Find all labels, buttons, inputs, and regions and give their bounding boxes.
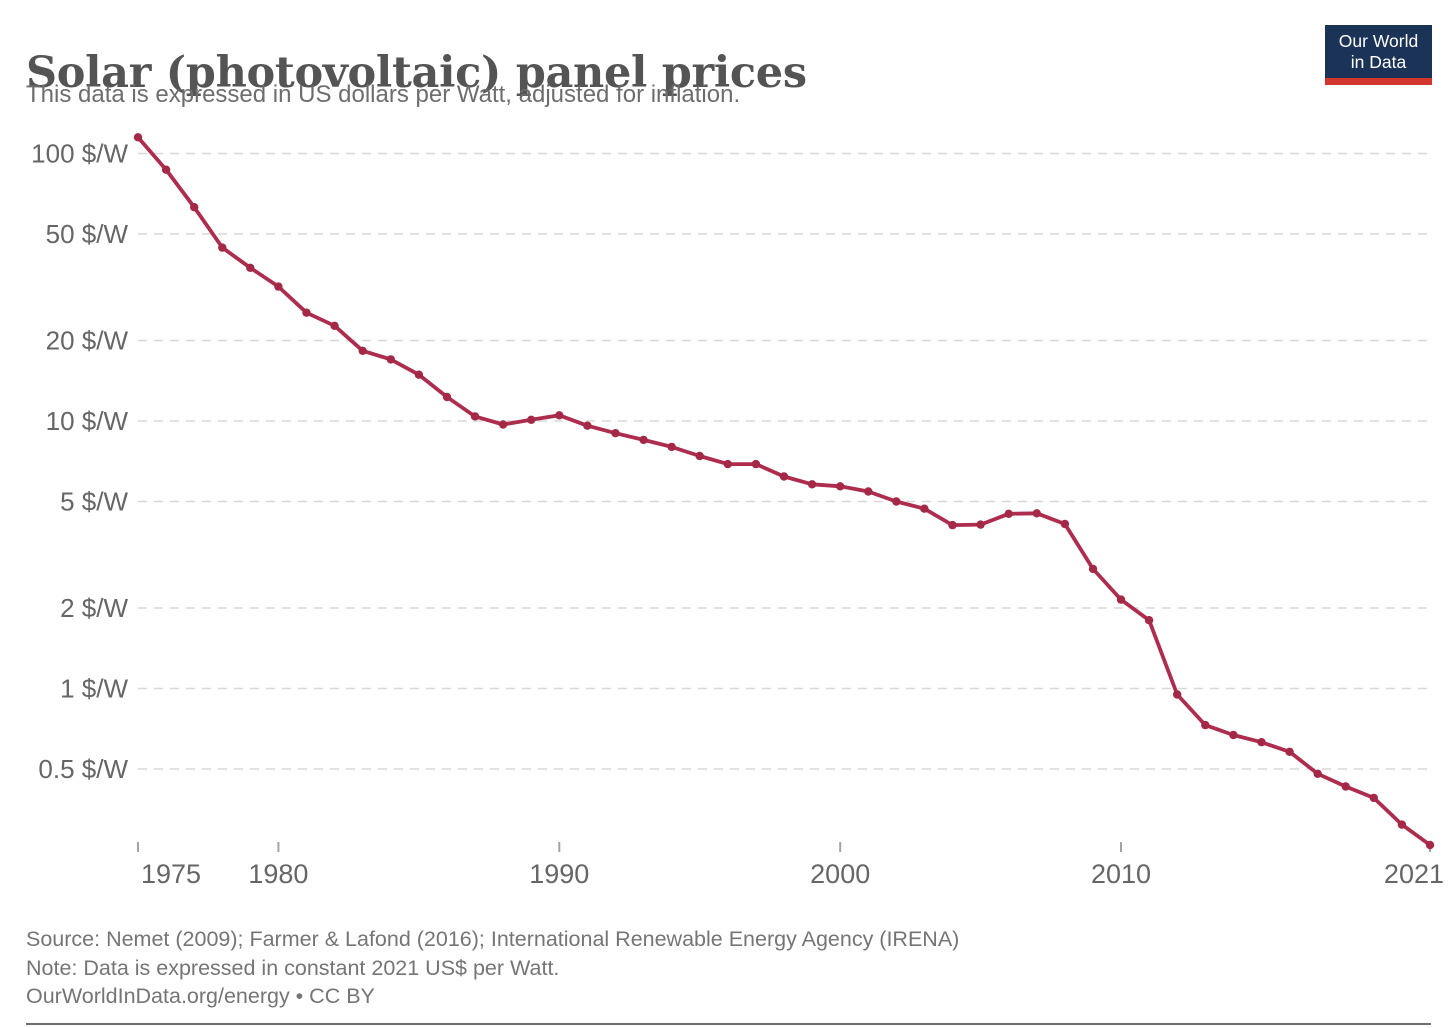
owid-logo-line2: in Data (1350, 51, 1407, 72)
data-point (190, 203, 199, 212)
y-axis-label: 5 $/W (60, 487, 128, 517)
x-axis-label: 1990 (529, 859, 589, 889)
data-point (1313, 769, 1322, 778)
y-axis-label: 100 $/W (31, 139, 128, 169)
footer-note: Note: Data is expressed in constant 2021… (26, 955, 560, 980)
data-point (836, 482, 845, 491)
data-point (751, 459, 761, 469)
data-point (274, 282, 283, 291)
data-point (611, 429, 620, 438)
data-point (779, 472, 789, 481)
data-point (442, 392, 452, 402)
data-point (1397, 820, 1407, 829)
data-point (218, 243, 227, 252)
data-point (1369, 793, 1379, 803)
data-point (1032, 509, 1042, 518)
x-axis-label: 2000 (810, 859, 870, 889)
data-point (1229, 730, 1238, 740)
data-point (386, 355, 395, 364)
bottom-border (26, 1023, 1431, 1025)
chart-footer: Source: Nemet (2009); Farmer & Lafond (2… (26, 925, 959, 1011)
data-point (358, 346, 367, 355)
y-axis-label: 1 $/W (60, 674, 128, 704)
y-axis-label: 10 $/W (46, 406, 129, 436)
footer-url[interactable]: OurWorldInData.org/energy • CC BY (26, 984, 375, 1008)
data-point (330, 321, 339, 330)
data-point (639, 435, 648, 445)
y-axis-label: 20 $/W (46, 326, 129, 356)
data-point (723, 459, 732, 469)
data-point (1144, 616, 1154, 625)
data-point (414, 370, 424, 379)
data-point (948, 520, 957, 530)
data-point (892, 497, 901, 506)
data-point (920, 504, 929, 513)
x-axis-label: 2010 (1091, 859, 1151, 889)
data-point (583, 421, 592, 430)
data-point (1285, 747, 1294, 756)
data-point (246, 263, 255, 272)
data-point (695, 451, 704, 461)
x-axis-label: 1975 (141, 859, 201, 889)
x-axis-label: 2021 (1384, 859, 1444, 889)
x-axis-label: 1980 (248, 859, 308, 889)
owid-logo-red-bar (1325, 78, 1432, 85)
footer-source: Source: Nemet (2009); Farmer & Lafond (2… (26, 927, 960, 951)
owid-logo-text: Our World in Data (1325, 25, 1432, 78)
data-point (161, 165, 171, 174)
data-point (1004, 509, 1013, 518)
owid-logo[interactable]: Our World in Data (1325, 25, 1432, 85)
data-point (1088, 564, 1098, 574)
data-point (302, 308, 311, 317)
data-point (1116, 595, 1126, 604)
data-point (133, 133, 143, 142)
y-axis-label: 2 $/W (60, 593, 128, 623)
data-point (498, 420, 508, 429)
chart-subtitle: This data is expressed in US dollars per… (26, 81, 741, 108)
data-point (1341, 782, 1350, 791)
data-point (667, 442, 676, 452)
y-axis-label: 0.5 $/W (38, 754, 128, 784)
data-point (976, 520, 985, 529)
price-line (136, 135, 1432, 847)
data-point (1201, 720, 1210, 730)
data-point (527, 415, 536, 424)
data-point (470, 412, 480, 421)
owid-logo-line1: Our World (1338, 30, 1419, 51)
data-point (1173, 690, 1182, 699)
data-point (807, 480, 817, 489)
page-title: Solar (photovoltaic) panel prices (26, 47, 807, 98)
data-point (1060, 519, 1070, 529)
data-point (555, 411, 564, 420)
y-axis-label: 50 $/W (46, 219, 129, 249)
data-point (1425, 840, 1435, 850)
data-point (864, 487, 873, 496)
data-point (1257, 738, 1266, 747)
